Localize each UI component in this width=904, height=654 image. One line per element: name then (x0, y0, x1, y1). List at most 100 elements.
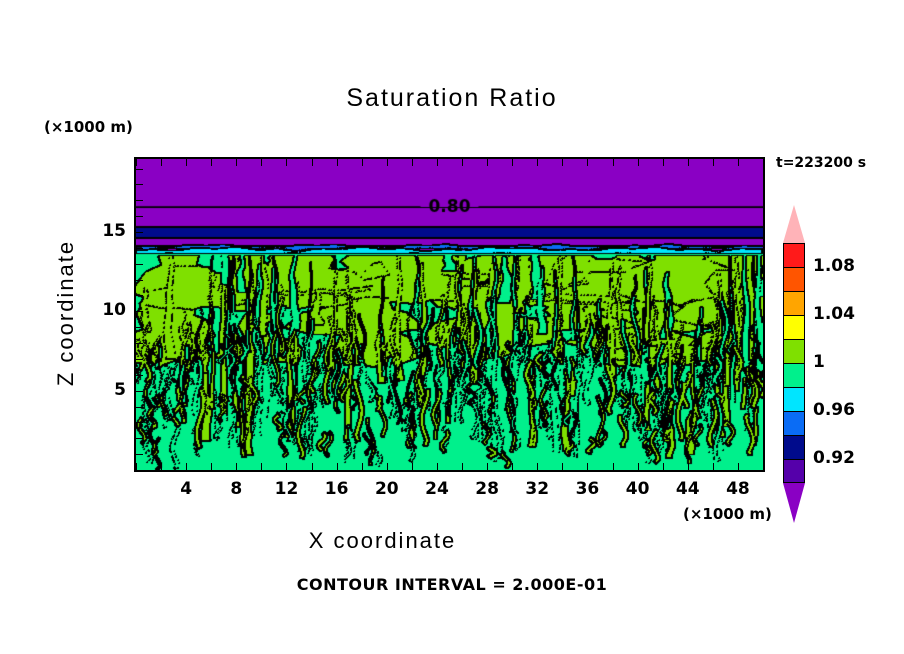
y-tick (136, 200, 143, 201)
x-tick-top (286, 159, 287, 166)
x-tick (462, 463, 463, 470)
y-tick (136, 343, 143, 344)
y-tick-label: 10 (102, 300, 126, 321)
y-tick (136, 391, 143, 392)
x-tick-top (763, 159, 764, 166)
x-axis-title: X coordinate (308, 528, 457, 553)
x-tick-top (713, 159, 714, 166)
x-tick (688, 463, 689, 470)
colorbar-tick-label: 1 (813, 352, 825, 372)
x-tick-top (387, 159, 388, 166)
y-tick (136, 327, 143, 328)
x-tick-label: 28 (475, 479, 499, 499)
y-tick (136, 280, 143, 281)
y-tick (136, 232, 143, 233)
colorbar-band (783, 315, 805, 339)
x-tick (211, 463, 212, 470)
colorbar-tick-label: 0.96 (813, 400, 855, 420)
colorbar-band (783, 267, 805, 291)
y-tick (136, 248, 143, 249)
colorbar-band (783, 411, 805, 435)
y-tick-label: 5 (114, 379, 126, 400)
x-tick (362, 463, 363, 470)
x-tick-top (362, 159, 363, 166)
x-tick (387, 463, 388, 470)
x-tick (562, 463, 563, 470)
x-tick-label: 40 (625, 479, 650, 499)
x-tick-top (337, 159, 338, 166)
x-tick-label: 44 (675, 479, 700, 499)
x-tick (587, 463, 588, 470)
x-tick-top (587, 159, 588, 166)
x-tick-label: 12 (274, 479, 299, 499)
y-tick (136, 264, 143, 265)
y-tick-label: 15 (102, 220, 126, 241)
colorbar-band (783, 243, 805, 267)
colorbar-band (783, 339, 805, 363)
colorbar-band (783, 435, 805, 459)
x-tick (161, 463, 162, 470)
colorbar-tick-label: 1.08 (813, 256, 855, 276)
x-tick (261, 463, 262, 470)
y-tick (136, 454, 143, 455)
y-tick (136, 311, 143, 312)
x-tick (763, 463, 764, 470)
x-tick (136, 463, 137, 470)
x-tick-top (437, 159, 438, 166)
x-tick (337, 463, 338, 470)
y-tick (136, 184, 143, 185)
x-tick (738, 463, 739, 470)
x-tick-top (161, 159, 162, 166)
x-tick (186, 463, 187, 470)
x-tick-label: 20 (374, 479, 399, 499)
x-tick-top (186, 159, 187, 166)
x-tick-top (136, 159, 137, 166)
x-tick (487, 463, 488, 470)
y-tick (136, 216, 143, 217)
x-tick (312, 463, 313, 470)
x-tick-top (312, 159, 313, 166)
x-tick-label: 16 (324, 479, 349, 499)
x-tick-top (462, 159, 463, 166)
x-tick (537, 463, 538, 470)
y-tick (136, 470, 143, 471)
x-tick (512, 463, 513, 470)
x-tick-label: 8 (230, 479, 243, 499)
x-tick-top (412, 159, 413, 166)
y-tick (136, 375, 143, 376)
x-tick-top (537, 159, 538, 166)
contour-field-canvas (136, 159, 763, 470)
y-tick (136, 295, 143, 296)
timestamp-annotation: t=223200 s (776, 155, 867, 171)
colorbar-tick-label: 1.04 (813, 304, 855, 324)
x-tick (236, 463, 237, 470)
x-tick-label: 4 (180, 479, 193, 499)
x-tick-label: 36 (575, 479, 600, 499)
x-axis-unit: (×1000 m) (683, 505, 772, 523)
x-tick (638, 463, 639, 470)
colorbar: 1.08 1.04 1 0.96 0.92 (783, 205, 855, 523)
x-tick (613, 463, 614, 470)
x-tick-top (738, 159, 739, 166)
colorbar-tick-label: 0.92 (813, 448, 855, 468)
x-tick-label: 48 (726, 479, 750, 499)
x-tick (663, 463, 664, 470)
colorbar-band (783, 387, 805, 411)
x-tick-top (512, 159, 513, 166)
page-title: Saturation Ratio (346, 84, 558, 112)
x-tick-top (638, 159, 639, 166)
y-axis-title: Z coordinate (53, 239, 78, 387)
x-tick-top (562, 159, 563, 166)
contour-plot-area (134, 157, 765, 472)
x-tick (286, 463, 287, 470)
y-tick (136, 359, 143, 360)
x-tick-top (211, 159, 212, 166)
colorbar-cap-top (783, 205, 805, 243)
y-axis-unit: (×1000 m) (44, 118, 133, 136)
x-tick (713, 463, 714, 470)
colorbar-band (783, 459, 805, 483)
contour-interval-caption: CONTOUR INTERVAL = 2.000E-01 (296, 575, 608, 594)
x-tick-label: 32 (525, 479, 550, 499)
x-tick-top (261, 159, 262, 166)
x-tick-top (613, 159, 614, 166)
